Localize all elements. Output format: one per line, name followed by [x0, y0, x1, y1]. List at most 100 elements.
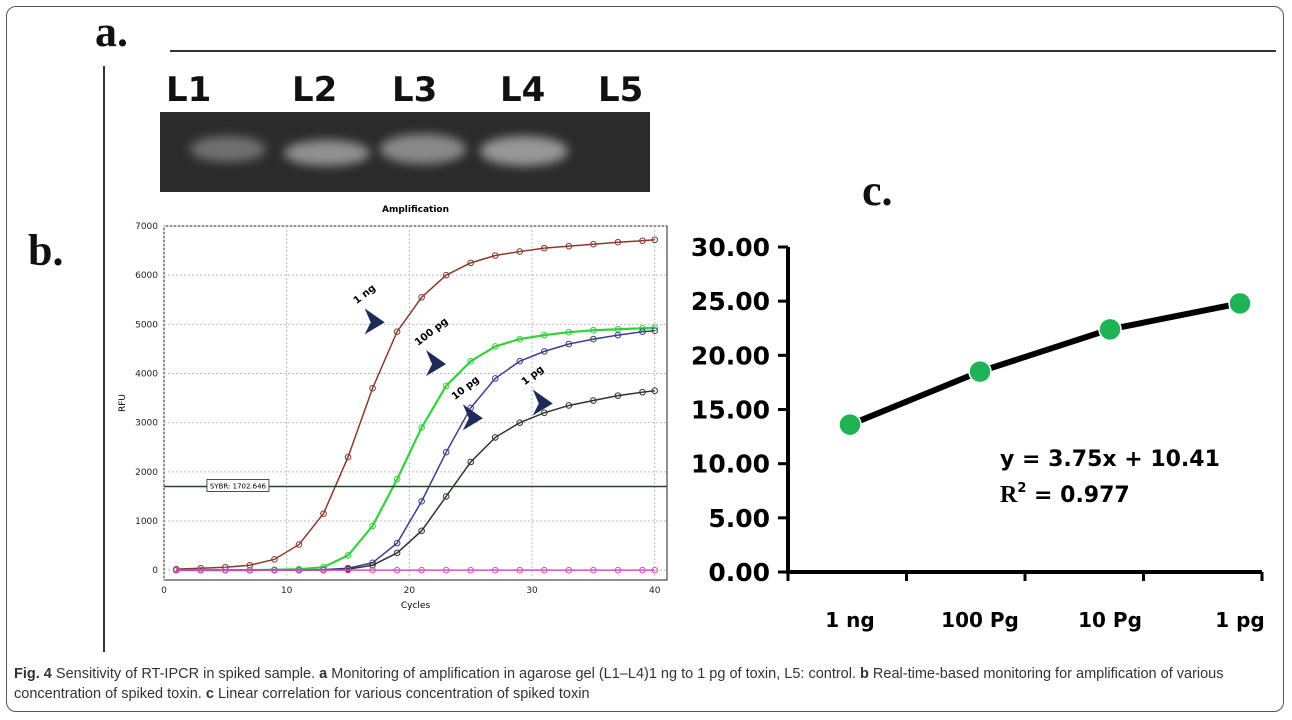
data-point	[838, 412, 862, 437]
x-tick-label: 0	[161, 586, 167, 596]
gel-lane-label: L5	[598, 70, 644, 110]
data-point	[565, 340, 573, 348]
data-point	[393, 475, 401, 483]
threshold-label-box	[206, 479, 270, 492]
amplification-chart: 0 1000 2000 3000 4000 5000 6000 7000 0 10 20 30 40 Am…	[118, 205, 668, 611]
gel-band	[190, 136, 266, 162]
caption-letter-a: a	[319, 666, 328, 682]
data-point	[639, 328, 646, 336]
x-tick-label: 100 Pg	[941, 608, 1019, 632]
data-point	[651, 324, 659, 332]
data-point	[344, 566, 352, 574]
data-point	[516, 248, 524, 255]
y-tick-label: 4000	[135, 370, 158, 380]
gel-lane-label: L3	[392, 70, 438, 110]
y-tick-label: 0.00	[708, 558, 770, 587]
data-point	[295, 541, 303, 548]
data-point	[467, 458, 475, 466]
data-point	[393, 566, 401, 574]
y-tick-label: 1000	[135, 517, 158, 527]
data-point	[614, 566, 622, 574]
data-point	[491, 252, 499, 259]
data-point	[639, 566, 646, 574]
x-tick-label: 10 Pg	[1078, 608, 1142, 632]
data-point	[1098, 317, 1122, 342]
x-tick-label: 30	[526, 586, 538, 596]
data-point	[295, 566, 303, 574]
data-point	[320, 566, 327, 574]
data-point	[614, 238, 622, 246]
threshold-label-text: SYBR: 1702.646	[210, 482, 267, 490]
data-point	[442, 566, 450, 574]
data-point	[344, 453, 352, 461]
data-point	[197, 566, 205, 574]
data-point	[639, 388, 646, 396]
data-point	[541, 566, 548, 574]
data-point	[369, 522, 376, 530]
y-axis-label: RFU	[118, 394, 128, 412]
data-point	[271, 566, 278, 574]
data-point	[393, 328, 401, 336]
data-point	[541, 409, 548, 417]
x-axis-label: Cycles	[401, 601, 431, 611]
data-point	[590, 326, 597, 334]
data-point	[516, 566, 524, 574]
data-point	[393, 549, 401, 557]
data-point	[246, 561, 254, 569]
r-squared-value: = 0.977	[1026, 483, 1129, 508]
data-point	[590, 566, 597, 574]
data-point	[222, 566, 229, 574]
agarose-gel-image	[160, 112, 650, 192]
gel-lane-label: L1	[166, 70, 212, 110]
data-point	[418, 498, 425, 505]
data-point	[418, 527, 425, 535]
data-point	[467, 357, 475, 365]
data-point	[651, 236, 659, 244]
data-point	[246, 566, 254, 574]
threshold-label: SYBR: 1702.646	[206, 479, 270, 492]
panel-a-rule	[170, 50, 1276, 52]
panel-letter-a: a.	[95, 7, 128, 56]
caption-letter-c: c	[205, 686, 214, 702]
gel-lane-label: L4	[500, 70, 546, 110]
r-squared: R2 = 0.977	[1000, 481, 1130, 508]
data-point	[442, 493, 450, 500]
data-point	[565, 402, 573, 409]
data-point	[565, 242, 573, 250]
y-tick-label: 15.00	[691, 396, 770, 425]
y-tick-label: 3000	[135, 419, 158, 429]
x-tick-label: 1 ng	[825, 608, 874, 632]
arrow-marker	[532, 389, 553, 416]
caption-intro: Sensitivity of RT-IPCR in spiked sample.	[55, 666, 316, 682]
data-point	[442, 382, 450, 390]
x-tick-label: 10	[281, 586, 293, 596]
data-point	[369, 384, 376, 392]
x-tick-label: 1 pg	[1215, 608, 1265, 632]
r-squared-exponent: 2	[1017, 481, 1026, 496]
panel-letter-b: b.	[28, 226, 64, 275]
data-point	[590, 335, 597, 343]
data-point	[442, 448, 450, 456]
data-point	[651, 327, 659, 335]
y-tick-label: 2000	[135, 468, 158, 478]
data-point	[565, 328, 573, 336]
panel-b-rule	[103, 66, 105, 652]
data-point	[1228, 291, 1252, 316]
caption-figure-number: Fig. 4	[14, 666, 52, 682]
data-point	[565, 566, 573, 574]
data-point	[418, 293, 425, 301]
data-point	[639, 237, 646, 245]
data-point	[491, 343, 499, 350]
y-tick-label: 10.00	[691, 450, 770, 479]
y-tick-label: 0	[152, 566, 158, 576]
y-tick-label: 6000	[135, 271, 158, 281]
data-point	[467, 566, 475, 574]
y-tick-label: 5000	[135, 320, 158, 330]
data-point	[418, 566, 425, 574]
linear-correlation-chart: 0.00 5.00 10.00 15.00 20.00 25.00 30.00 1 ng 100…	[691, 233, 1265, 632]
caption-text-a: Monitoring of amplification in agarose g…	[331, 666, 856, 682]
data-point	[271, 556, 278, 563]
data-point	[516, 357, 524, 365]
gel-band	[284, 140, 370, 166]
gel-band	[380, 134, 466, 164]
